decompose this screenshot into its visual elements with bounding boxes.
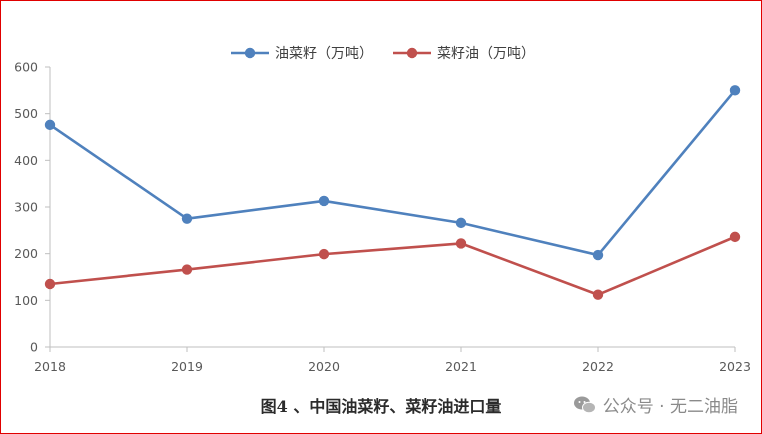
data-point — [318, 248, 330, 260]
data-point — [729, 85, 741, 96]
data-point — [729, 231, 741, 243]
data-point — [455, 238, 467, 249]
legend-marker-1 — [244, 47, 256, 59]
legend: 油菜籽（万吨） 菜籽油（万吨） — [231, 46, 535, 62]
watermark: 公众号 · 无二油脂 — [573, 392, 738, 417]
data-point — [455, 217, 467, 229]
legend-label-1: 油菜籽（万吨） — [275, 46, 373, 62]
x-tick-label: 2020 — [308, 359, 340, 374]
y-tick-label: 600 — [14, 60, 38, 75]
y-tick-label: 500 — [14, 106, 38, 121]
axes: 0 100 200 300 400 500 600 2018 2019 2020 2021 2022 2… — [14, 60, 751, 375]
y-tick-label: 100 — [14, 293, 38, 308]
wechat-icon — [573, 396, 596, 413]
data-point — [44, 278, 56, 290]
legend-label-2: 菜籽油（万吨） — [437, 46, 535, 62]
x-tick-label: 2021 — [445, 359, 477, 374]
y-tick-label: 400 — [14, 153, 38, 168]
y-tick-label: 200 — [14, 246, 38, 261]
watermark-text: 公众号 · 无二油脂 — [602, 397, 738, 417]
x-tick-label: 2023 — [719, 359, 751, 374]
series-line-2 — [49, 235, 736, 297]
data-point — [318, 195, 330, 207]
data-point — [181, 213, 193, 224]
data-point — [44, 119, 56, 131]
x-tick-label: 2022 — [582, 359, 614, 374]
y-tick-label: 300 — [14, 200, 38, 215]
x-tick-label: 2018 — [34, 359, 66, 374]
data-point — [592, 289, 604, 300]
y-tick-label: 0 — [30, 340, 38, 355]
x-tick-label: 2019 — [171, 359, 203, 374]
series-lines — [44, 85, 741, 300]
data-point — [592, 249, 604, 261]
legend-marker-2 — [406, 47, 418, 59]
data-point — [181, 264, 193, 275]
series-line-1 — [49, 89, 736, 257]
figure-caption: 图4 、中国油菜籽、菜籽油进口量 — [260, 397, 502, 416]
